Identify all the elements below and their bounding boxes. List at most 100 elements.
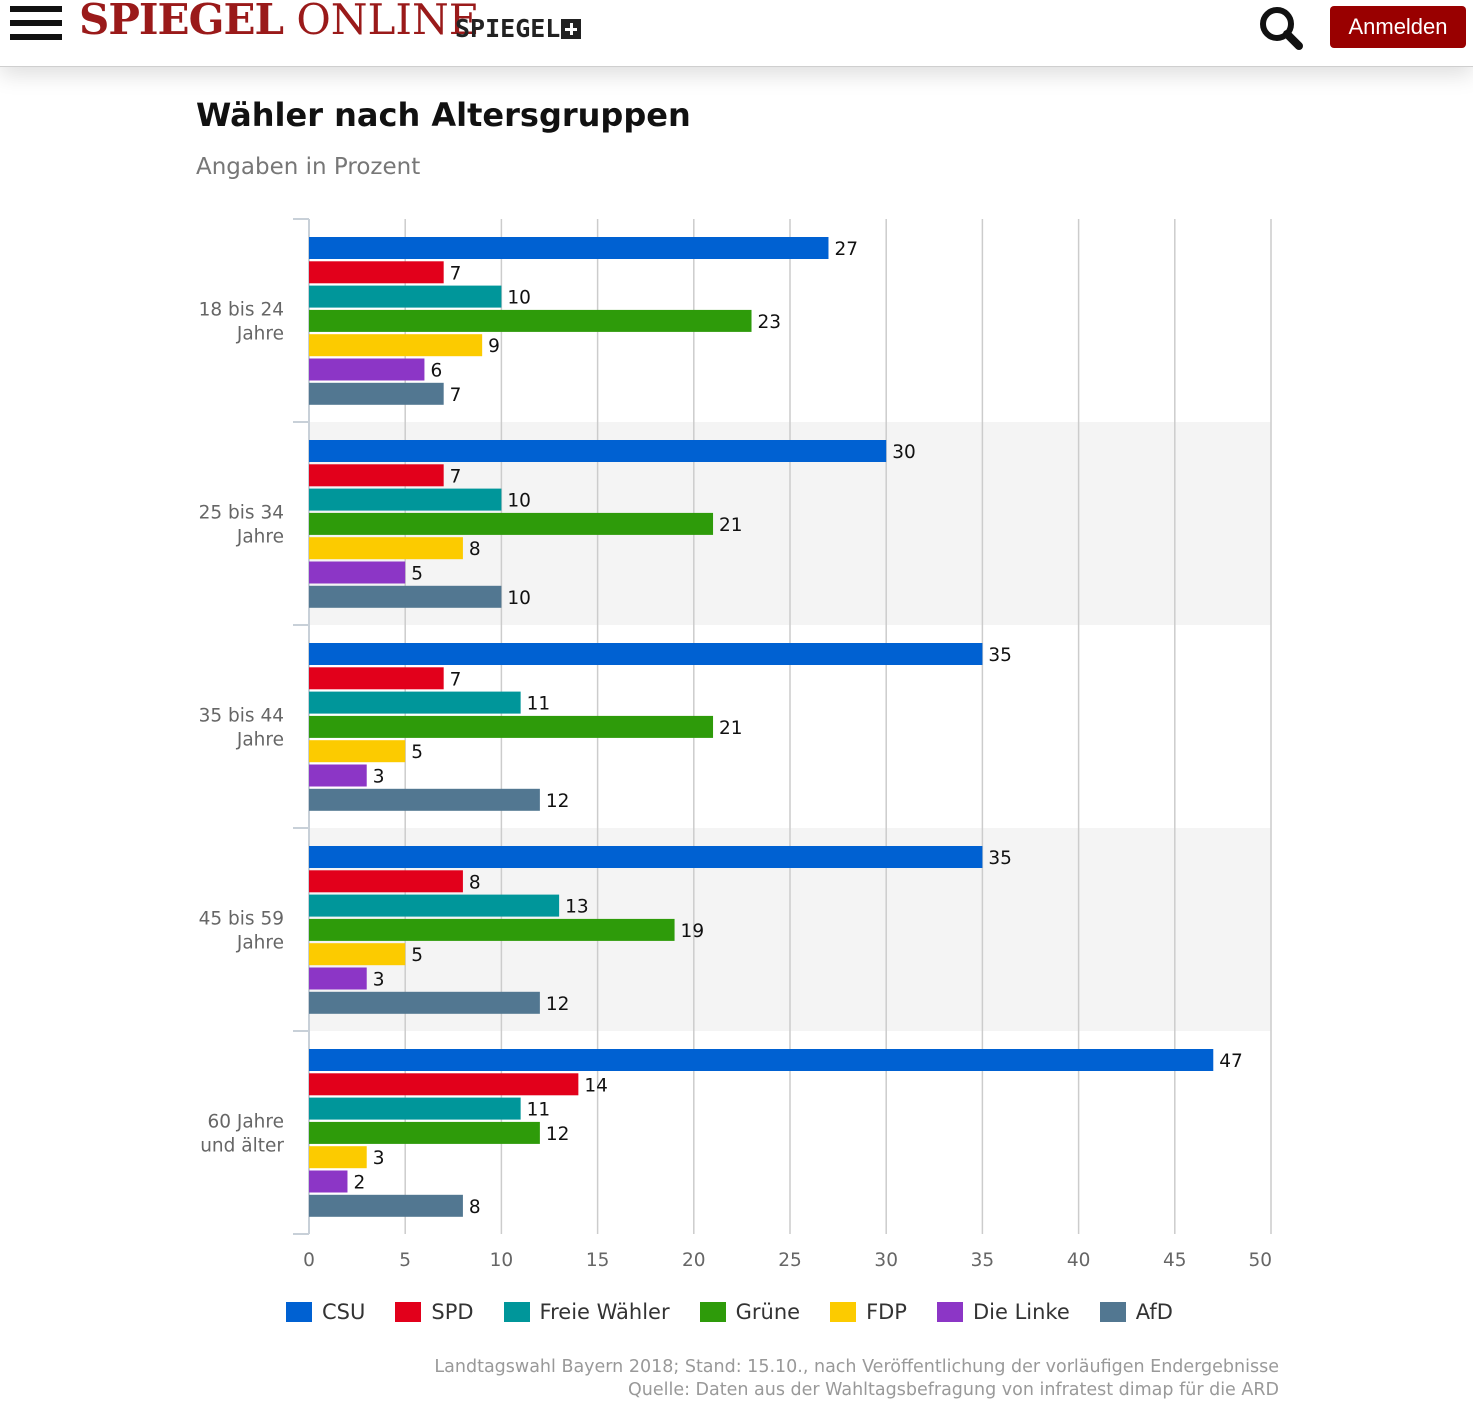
legend-swatch <box>286 1302 312 1322</box>
x-tick-label: 35 <box>971 1250 995 1271</box>
bar <box>309 894 560 917</box>
legend-item[interactable]: SPD <box>395 1300 474 1324</box>
legend-item[interactable]: Die Linke <box>936 1300 1070 1324</box>
category-label: 35 bis 44 <box>199 706 284 727</box>
category-label: Jahre <box>236 933 284 954</box>
x-tick-label: 30 <box>874 1250 898 1271</box>
data-label: 35 <box>988 848 1012 869</box>
x-tick-label: 0 <box>303 1250 315 1271</box>
data-label: 2 <box>353 1173 365 1194</box>
bar <box>309 488 502 511</box>
legend-swatch <box>699 1302 726 1322</box>
logo-regular-text: ONLINE <box>296 0 480 44</box>
legend-label: Die Linke <box>972 1300 1070 1324</box>
legend-item[interactable]: CSU <box>286 1300 365 1324</box>
data-label: 8 <box>469 539 481 560</box>
category-label: 45 bis 59 <box>199 909 284 930</box>
x-tick-label: 15 <box>586 1250 610 1271</box>
data-label: 35 <box>988 645 1012 666</box>
data-label: 3 <box>373 1148 385 1169</box>
x-tick-label: 40 <box>1067 1250 1091 1271</box>
data-label: 21 <box>719 515 743 536</box>
legend-item[interactable]: Freie Wähler <box>503 1300 670 1324</box>
legend-swatch <box>395 1302 422 1322</box>
data-label: 7 <box>450 669 462 690</box>
data-label: 13 <box>565 897 589 918</box>
legend-label: Grüne <box>735 1300 801 1324</box>
legend-label: FDP <box>866 1300 907 1324</box>
category-label: 18 bis 24 <box>199 300 284 321</box>
search-icon[interactable] <box>1258 5 1304 51</box>
x-tick-label: 50 <box>1248 1250 1272 1271</box>
bar <box>309 537 463 560</box>
data-label: 7 <box>450 263 462 284</box>
bar <box>309 1121 540 1144</box>
data-label: 7 <box>450 466 462 487</box>
bar <box>309 691 521 714</box>
data-label: 27 <box>834 239 858 260</box>
bar <box>309 285 502 308</box>
chart-subtitle: Angaben in Prozent <box>196 154 421 180</box>
bar <box>309 1146 367 1169</box>
site-header: SPIEGEL ONLINE SPIEGEL Anmelden <box>0 0 1473 67</box>
bar <box>309 918 675 941</box>
legend-item[interactable]: Grüne <box>699 1300 801 1324</box>
bar <box>309 382 444 405</box>
chart-footnote: Landtagswahl Bayern 2018; Stand: 15.10.,… <box>434 1356 1279 1402</box>
bar <box>309 440 887 462</box>
plus-icon <box>561 19 582 39</box>
data-label: 10 <box>507 491 531 512</box>
bar <box>309 846 983 868</box>
legend-label: CSU <box>322 1300 366 1324</box>
data-label: 47 <box>1219 1051 1243 1072</box>
category-label: 25 bis 34 <box>199 503 284 524</box>
bar <box>309 309 752 332</box>
spiegel-plus-label: SPIEGEL <box>455 14 561 43</box>
category-label: Jahre <box>236 730 284 751</box>
bar <box>309 1170 348 1193</box>
bar <box>309 1194 463 1217</box>
legend-swatch <box>830 1302 857 1322</box>
category-label: und älter <box>200 1136 284 1157</box>
data-label: 5 <box>411 742 423 763</box>
data-label: 10 <box>507 588 531 609</box>
legend-item[interactable]: FDP <box>830 1300 907 1324</box>
data-label: 7 <box>450 385 462 406</box>
bar <box>309 464 444 487</box>
category-label: 60 Jahre <box>207 1112 284 1133</box>
bar <box>309 967 367 990</box>
spiegel-plus-link[interactable]: SPIEGEL <box>455 14 582 43</box>
data-label: 10 <box>507 288 531 309</box>
bar <box>309 715 714 738</box>
bar <box>309 991 540 1014</box>
legend-swatch <box>1099 1302 1126 1322</box>
data-label: 12 <box>546 1124 570 1145</box>
x-tick-label: 5 <box>399 1250 411 1271</box>
category-label: Jahre <box>236 527 284 548</box>
bar <box>309 561 406 584</box>
data-label: 9 <box>488 336 500 357</box>
legend-item[interactable]: AfD <box>1099 1300 1173 1324</box>
bar <box>309 1097 521 1120</box>
site-logo[interactable]: SPIEGEL ONLINE <box>79 0 479 44</box>
data-label: 8 <box>469 872 481 893</box>
hamburger-menu-icon[interactable] <box>10 6 62 40</box>
bar <box>309 261 444 284</box>
x-tick-label: 10 <box>490 1250 514 1271</box>
bar <box>309 870 463 893</box>
data-label: 19 <box>681 921 705 942</box>
logo-bold-text: SPIEGEL <box>79 0 284 44</box>
login-button[interactable]: Anmelden <box>1330 6 1466 48</box>
data-label: 21 <box>719 718 743 739</box>
bar <box>309 1049 1214 1071</box>
data-label: 3 <box>373 767 385 788</box>
data-label: 8 <box>469 1197 481 1218</box>
legend-swatch <box>503 1302 530 1322</box>
data-label: 6 <box>430 361 442 382</box>
data-label: 12 <box>546 994 570 1015</box>
data-label: 14 <box>584 1075 608 1096</box>
x-tick-label: 45 <box>1163 1250 1187 1271</box>
bar <box>309 788 540 811</box>
bar <box>309 358 425 381</box>
bar <box>309 512 714 535</box>
